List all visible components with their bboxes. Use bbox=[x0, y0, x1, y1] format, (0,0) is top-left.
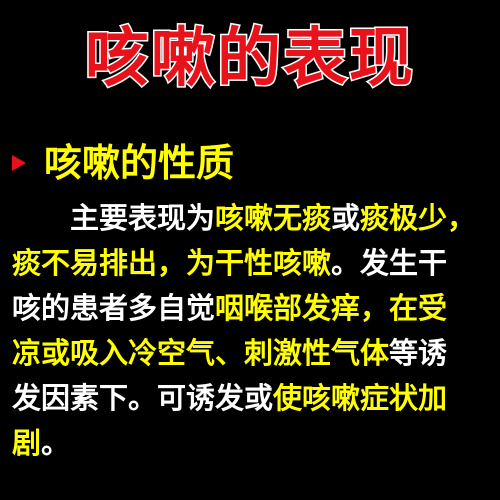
page-title: 咳嗽的表现 bbox=[84, 21, 415, 98]
highlight-segment: 痰极少， bbox=[360, 201, 477, 235]
paragraph-line-3: 咳的患者多自觉咽喉部发痒，在受 bbox=[12, 286, 490, 331]
section-heading-text: 咳嗽的性质 bbox=[44, 141, 235, 185]
triangle-bullet-icon bbox=[12, 155, 26, 171]
text-segment: 。发生干 bbox=[331, 246, 448, 280]
highlight-segment: 使咳嗽症状加 bbox=[273, 381, 448, 415]
text-segment: 主要表现为 bbox=[70, 201, 216, 235]
paragraph-line-6: 剧。 bbox=[12, 421, 490, 466]
highlight-segment: 剧 bbox=[12, 426, 42, 460]
text-segment: 发因素下。可诱发或 bbox=[12, 381, 274, 415]
paragraph-line-1: 主要表现为咳嗽无痰或痰极少， bbox=[12, 196, 490, 241]
text-segment: 。 bbox=[41, 426, 71, 460]
highlight-segment: 咳嗽无痰 bbox=[215, 201, 332, 235]
highlight-segment: 咽喉部发痒，在受 bbox=[215, 291, 448, 325]
highlight-segment: 痰不易排出，为干性咳嗽 bbox=[12, 246, 332, 280]
highlight-segment: 凉或吸入冷空气、刺激性气体 bbox=[12, 336, 390, 370]
text-segment: 或 bbox=[331, 201, 361, 235]
description-paragraph: 主要表现为咳嗽无痰或痰极少， 痰不易排出，为干性咳嗽。发生干 咳的患者多自觉咽喉… bbox=[12, 196, 490, 466]
section-heading: 咳嗽的性质 bbox=[12, 138, 234, 188]
text-segment: 咳的患者多自觉 bbox=[12, 291, 216, 325]
paragraph-line-4: 凉或吸入冷空气、刺激性气体等诱 bbox=[12, 331, 490, 376]
paragraph-line-2: 痰不易排出，为干性咳嗽。发生干 bbox=[12, 241, 490, 286]
paragraph-line-5: 发因素下。可诱发或使咳嗽症状加 bbox=[12, 376, 490, 421]
text-segment: 等诱 bbox=[389, 336, 448, 370]
